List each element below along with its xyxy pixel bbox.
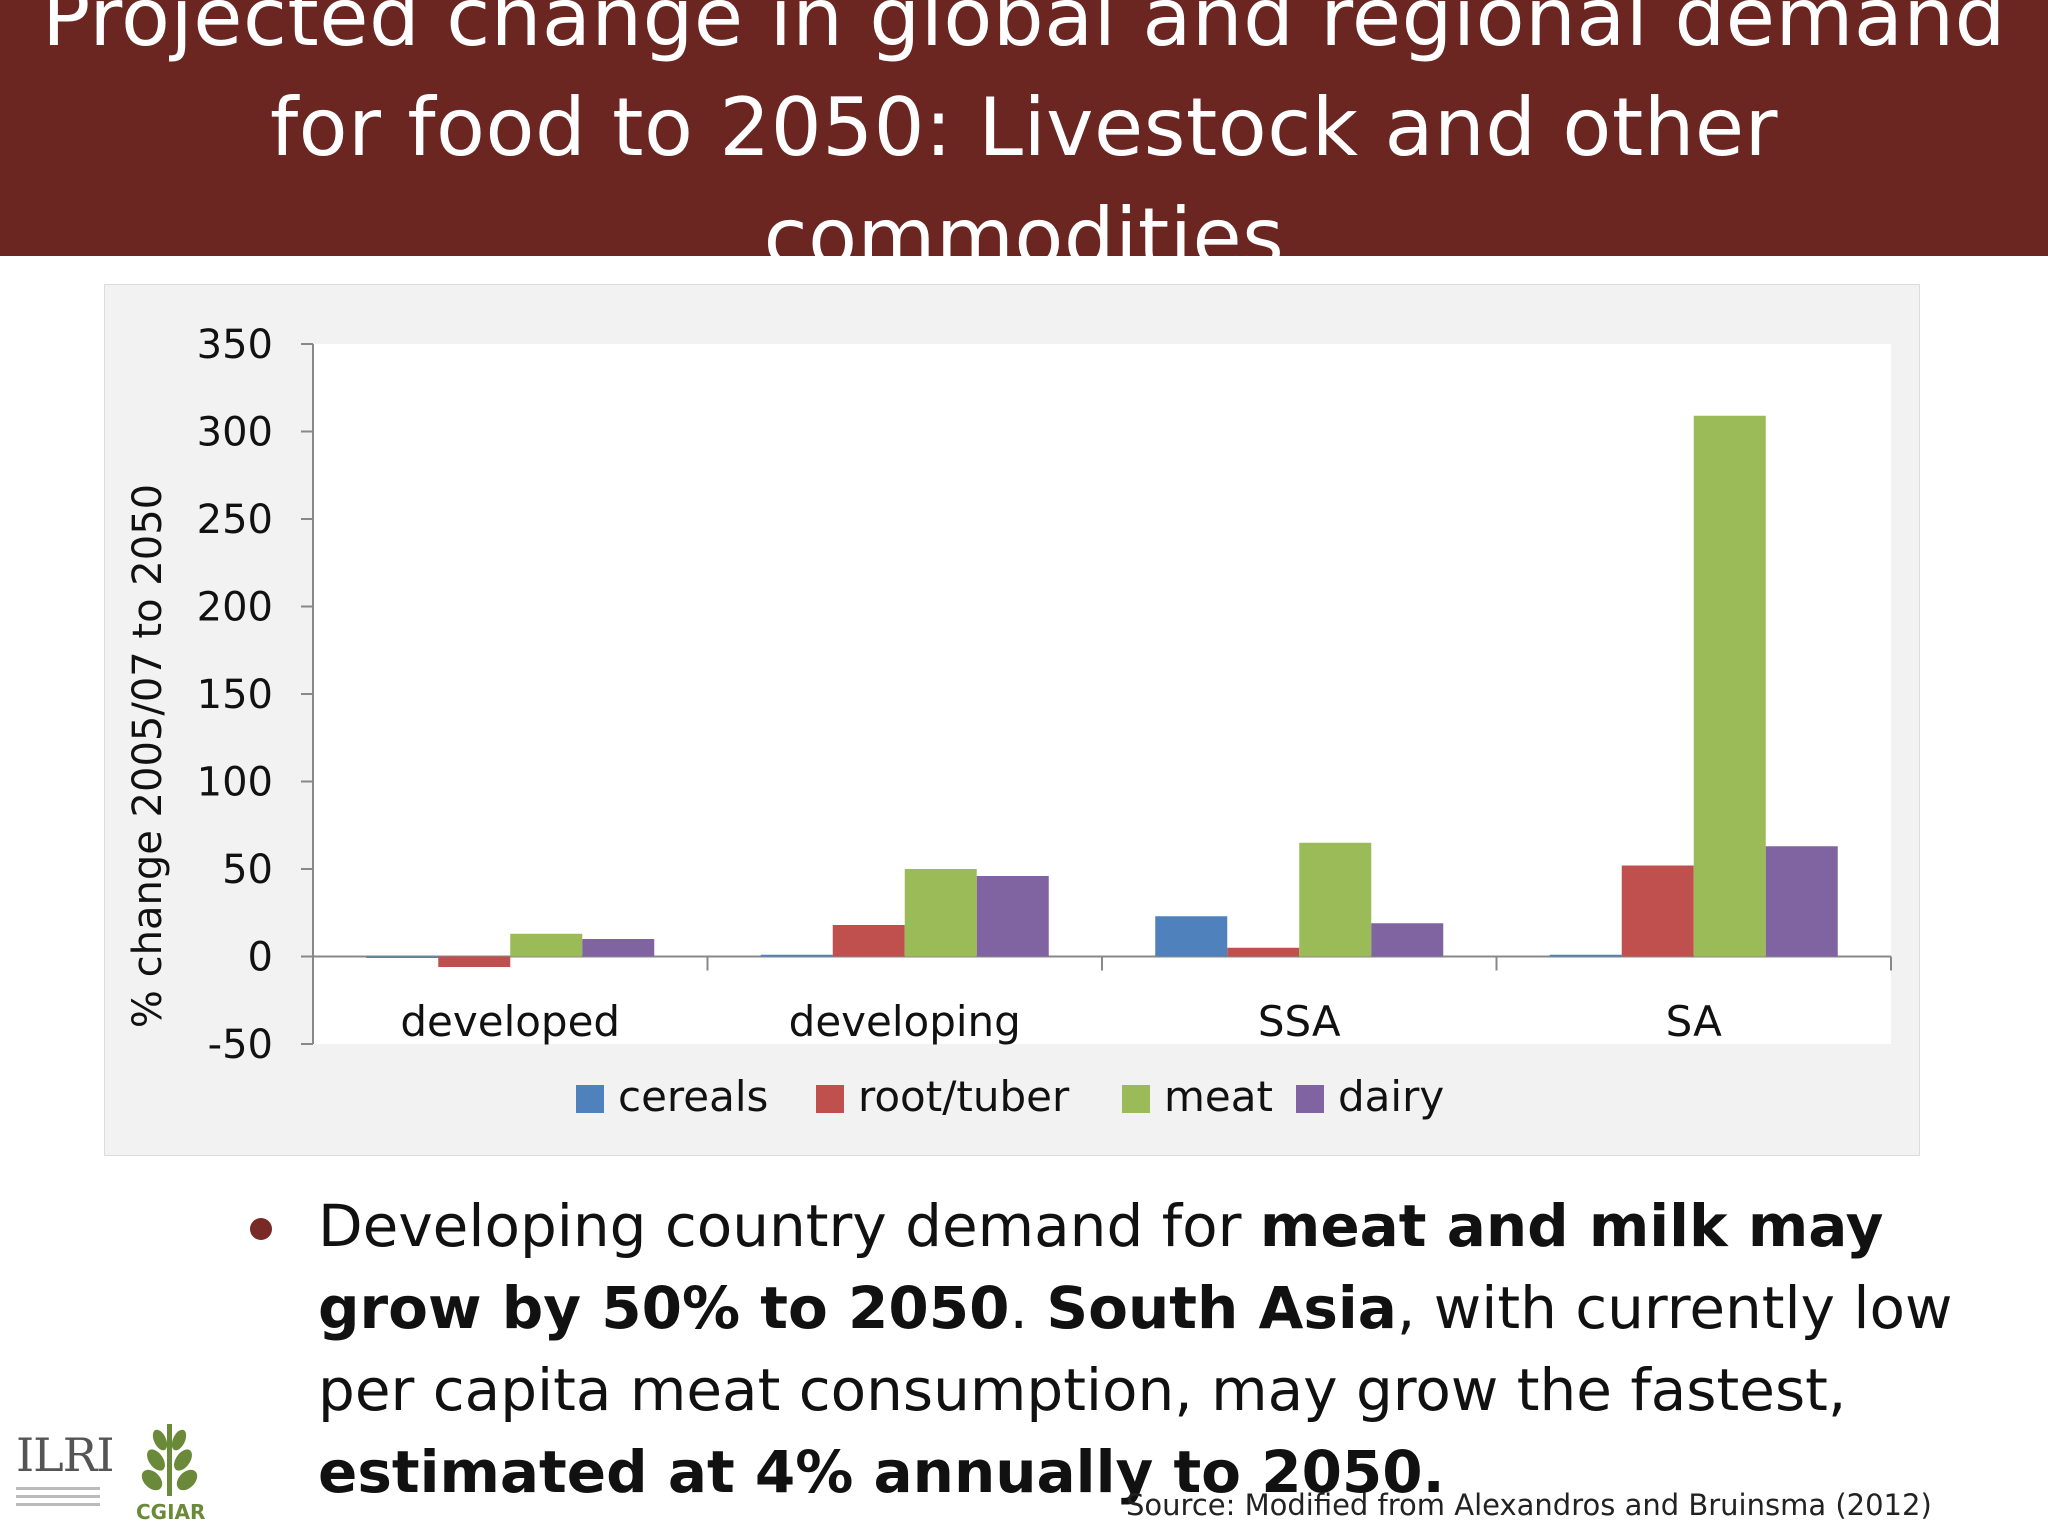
y-tick-label: 250 [197,497,273,543]
ilri-logo-lines [16,1487,104,1506]
slide-title: Projected change in global and regional … [42,0,2006,284]
bullet-dot-icon [250,1218,272,1240]
x-category-label: SA [1666,997,1722,1046]
y-tick-label: 50 [222,847,273,893]
bullet-text-bold: meat and milk may grow by 50% to 2050 [318,1192,1884,1342]
bar-chart: 350 300 250 200 150 100 50 0 -50 % change 2005/07… [125,322,1892,1121]
bar-root-tuber [438,956,511,967]
x-category-label: developing [789,997,1021,1046]
legend-swatch [576,1085,604,1113]
y-tick-label: 150 [197,672,273,718]
wheat-icon [141,1424,198,1496]
legend-label: meat [1164,1072,1273,1121]
bar-cereals [760,954,833,957]
y-axis-label: % change 2005/07 to 2050 [125,484,171,1028]
bar-dairy [976,876,1049,957]
bullet-text-span: Developing country demand for [318,1192,1260,1260]
x-category-label: developed [400,997,620,1046]
y-tick-label: 0 [248,935,273,981]
legend-swatch [1296,1085,1324,1113]
legend-swatch [816,1085,844,1113]
legend-swatch [1122,1085,1150,1113]
bar-cereals [1549,954,1622,957]
bar-root-tuber [1621,865,1694,957]
bar-meat [510,933,583,957]
bar-cereals [366,956,439,958]
bullet-text: Developing country demand for meat and m… [318,1185,1978,1513]
source-citation: Source: Modified from Alexandros and Bru… [1126,1488,1932,1522]
y-tick-label: -50 [208,1022,273,1068]
y-tick-label: 100 [197,760,273,806]
x-category-label: SSA [1258,997,1341,1046]
y-tick-label: 200 [197,585,273,631]
legend-label: root/tuber [858,1072,1070,1121]
bar-meat [1299,842,1372,957]
ilri-logo-text: ILRI [16,1428,115,1482]
cgiar-logo-text: CGIAR [136,1500,206,1524]
bullet-text-bold: South Asia [1046,1274,1397,1342]
bar-root-tuber [832,925,905,957]
legend-label: cereals [618,1072,768,1121]
bar-dairy [1371,923,1444,957]
bar-cereals [1155,916,1228,957]
chart-container: 350 300 250 200 150 100 50 0 -50 % change 2005/07… [104,284,1920,1156]
bullet-text-span: . [1009,1274,1047,1342]
bar-dairy [582,939,655,957]
legend-label: dairy [1338,1072,1444,1121]
bullet-text-bold: estimated at 4% annually to 2050. [318,1438,1445,1506]
bar-dairy [1765,846,1838,957]
bar-meat [904,869,977,957]
ilri-logo: ILRI [16,1428,115,1518]
y-tick-label: 300 [197,410,273,456]
bullet-text-span: , with currently low per capita meat con… [318,1274,1953,1424]
bar-root-tuber [1227,947,1300,957]
bar-meat [1693,415,1766,957]
title-bar: Projected change in global and regional … [0,0,2048,284]
y-tick-label: 350 [197,322,273,368]
cgiar-logo: CGIAR [128,1418,212,1526]
